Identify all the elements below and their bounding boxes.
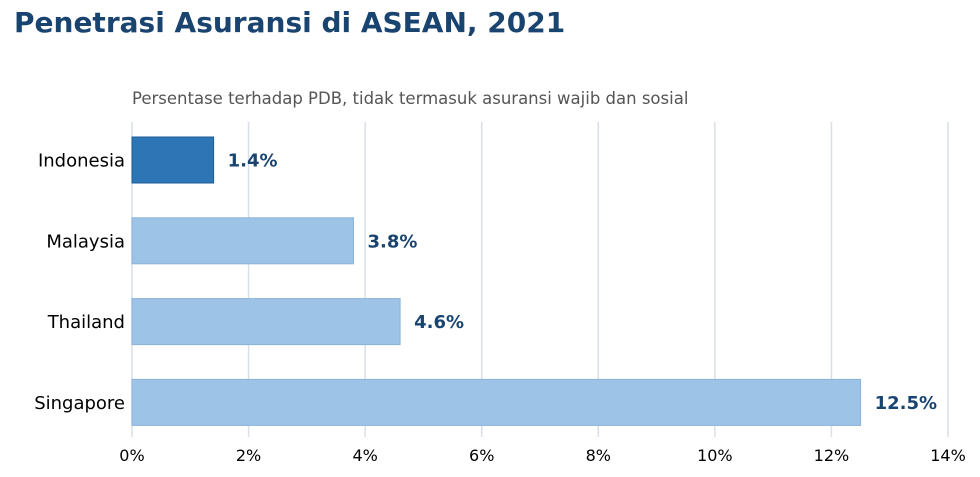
x-tick-label: 14% xyxy=(930,446,966,465)
bars xyxy=(131,136,862,426)
data-label: 12.5% xyxy=(875,393,937,414)
x-tick-label: 0% xyxy=(119,446,144,465)
x-tick-label: 4% xyxy=(352,446,377,465)
x-tick-label: 6% xyxy=(469,446,494,465)
chart-title: Penetrasi Asuransi di ASEAN, 2021 xyxy=(14,6,566,39)
x-tick-label: 2% xyxy=(236,446,261,465)
category-label: Singapore xyxy=(34,393,125,414)
category-label: Indonesia xyxy=(38,151,125,172)
category-label: Malaysia xyxy=(46,231,125,252)
chart-subtitle: Persentase terhadap PDB, tidak termasuk … xyxy=(132,89,689,108)
labels: 0% 2% 4% 6% 8% 10% 12% 14% Indonesia 1.4% Malaysia… xyxy=(34,151,966,466)
category-label: Thailand xyxy=(47,312,125,333)
data-label: 3.8% xyxy=(367,231,417,252)
x-tick-label: 10% xyxy=(697,446,733,465)
data-label: 1.4% xyxy=(228,151,278,172)
bar xyxy=(131,298,401,346)
bar xyxy=(131,378,862,426)
x-tick-label: 8% xyxy=(586,446,611,465)
x-tick-label: 12% xyxy=(814,446,850,465)
bar xyxy=(131,217,354,265)
data-label: 4.6% xyxy=(414,312,464,333)
bar xyxy=(131,136,215,184)
